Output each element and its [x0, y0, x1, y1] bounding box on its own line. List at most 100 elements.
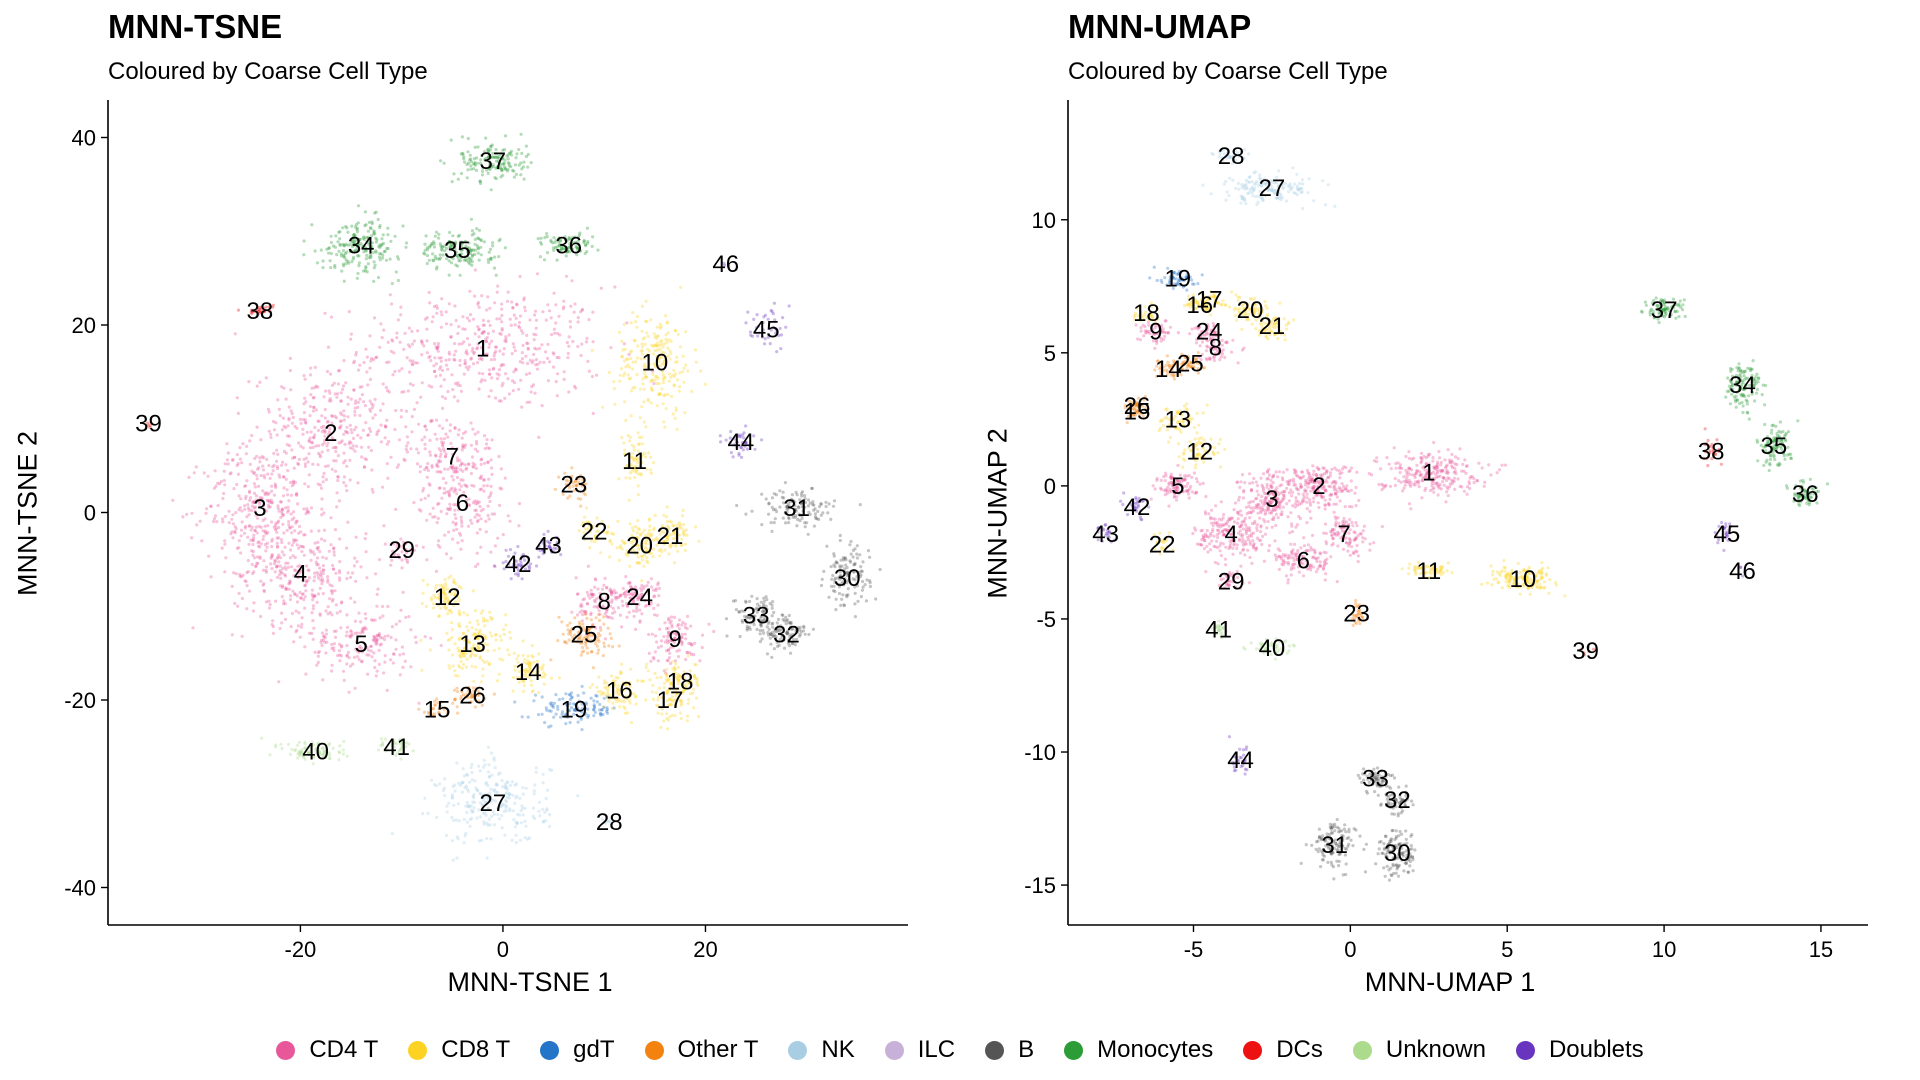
scatter-point: [442, 449, 446, 453]
scatter-point: [340, 413, 344, 417]
scatter-point: [590, 524, 594, 528]
scatter-point: [643, 598, 647, 603]
scatter-point: [636, 536, 640, 540]
scatter-point: [316, 482, 320, 486]
scatter-point: [535, 347, 539, 351]
scatter-point: [455, 761, 459, 765]
scatter-point: [524, 372, 529, 376]
scatter-point: [363, 612, 367, 616]
scatter-point: [628, 435, 633, 439]
scatter-point: [479, 545, 483, 549]
scatter-point: [311, 604, 316, 608]
scatter-point: [585, 636, 589, 640]
scatter-point: [333, 589, 337, 593]
scatter-point: [586, 564, 591, 568]
scatter-point: [455, 705, 459, 709]
scatter-point: [511, 389, 515, 393]
scatter-point: [629, 599, 633, 603]
scatter-point: [358, 397, 362, 401]
scatter-point: [431, 506, 435, 510]
scatter-point: [239, 534, 243, 538]
scatter-point: [478, 504, 482, 509]
scatter-point: [466, 628, 470, 633]
scatter-point: [692, 673, 697, 678]
scatter-point: [582, 239, 586, 243]
scatter-point: [679, 711, 683, 715]
scatter-point: [465, 657, 469, 661]
scatter-point: [334, 234, 338, 238]
scatter-point: [512, 345, 516, 349]
scatter-point: [851, 555, 855, 559]
scatter-point: [576, 637, 580, 641]
scatter-point: [648, 524, 652, 528]
scatter-point: [632, 457, 636, 461]
scatter-point: [360, 455, 364, 459]
scatter-point: [276, 555, 280, 559]
scatter-point: [474, 508, 478, 512]
scatter-point: [482, 758, 486, 762]
scatter-point: [662, 513, 666, 517]
scatter-point: [484, 339, 488, 343]
scatter-point: [464, 484, 468, 488]
scatter-point: [477, 630, 481, 634]
scatter-point: [663, 541, 667, 545]
scatter-point: [513, 163, 518, 167]
scatter-point: [290, 448, 294, 452]
scatter-point: [233, 525, 237, 529]
scatter-point: [276, 504, 280, 508]
scatter-point: [570, 279, 574, 283]
scatter-point: [532, 792, 536, 796]
scatter-point: [436, 346, 440, 350]
scatter-point: [590, 525, 594, 530]
scatter-point: [367, 445, 371, 449]
scatter-point: [369, 356, 374, 361]
scatter-point: [390, 832, 394, 836]
scatter-point: [563, 715, 567, 719]
scatter-point: [451, 467, 455, 471]
scatter-point: [575, 708, 579, 712]
scatter-point: [258, 545, 262, 549]
scatter-point: [248, 489, 252, 493]
scatter-point: [819, 502, 823, 506]
scatter-point: [478, 656, 482, 660]
scatter-point: [659, 547, 663, 551]
scatter-point: [623, 706, 627, 711]
scatter-point: [365, 355, 369, 359]
scatter-point: [333, 469, 338, 473]
scatter-point: [556, 331, 560, 336]
scatter-point: [580, 641, 584, 645]
scatter-point: [534, 766, 538, 770]
scatter-point: [486, 504, 490, 508]
scatter-point: [607, 685, 611, 689]
scatter-point: [668, 357, 672, 361]
scatter-point: [552, 352, 556, 356]
scatter-point: [595, 516, 599, 520]
scatter-point: [481, 643, 485, 648]
scatter-point: [645, 319, 649, 324]
scatter-point: [436, 502, 440, 506]
scatter-point: [572, 712, 576, 716]
scatter-point: [286, 508, 291, 512]
scatter-point: [460, 652, 464, 656]
scatter-point: [494, 177, 498, 181]
scatter-point: [508, 630, 512, 634]
scatter-point: [526, 659, 530, 663]
scatter-point: [435, 697, 439, 701]
scatter-point: [570, 639, 574, 643]
scatter-point: [669, 619, 673, 623]
scatter-point: [477, 839, 481, 843]
scatter-point: [294, 492, 298, 497]
scatter-point: [476, 325, 480, 329]
scatter-point: [458, 653, 462, 657]
scatter-point: [440, 395, 445, 399]
scatter-point: [397, 369, 401, 373]
scatter-point: [680, 699, 684, 703]
scatter-point: [261, 568, 266, 572]
scatter-point: [279, 538, 283, 542]
scatter-point: [474, 637, 478, 641]
scatter-point: [683, 683, 687, 687]
scatter-point: [353, 406, 357, 410]
scatter-point: [465, 316, 470, 320]
scatter-point: [342, 409, 346, 413]
scatter-point: [248, 524, 252, 528]
